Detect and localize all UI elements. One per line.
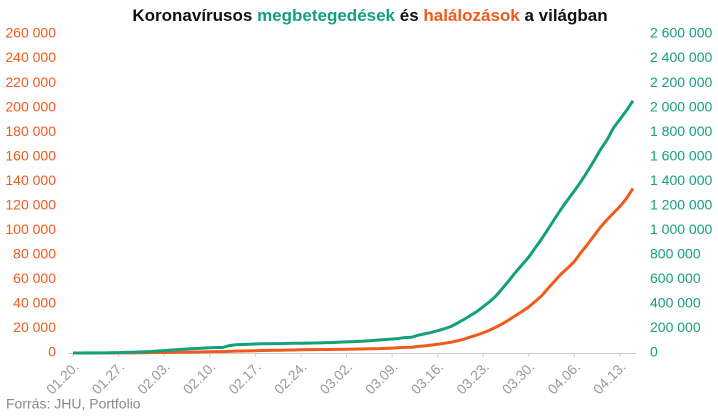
title-part: Koronavírusos (132, 6, 257, 25)
y2-tick-label: 2 600 000 (650, 25, 712, 41)
y-tick-label: 240 000 (5, 49, 56, 65)
y-tick-label: 220 000 (5, 74, 56, 90)
y-tick-label: 20 000 (13, 319, 56, 335)
y2-tick-label: 200 000 (650, 319, 701, 335)
source-note: Forrás: JHU, Portfolio (6, 396, 141, 412)
title-part: a világban (520, 6, 608, 25)
y2-tick-label: 1 200 000 (650, 196, 712, 212)
x-tick-label: 02.03. (134, 358, 173, 397)
y-tick-label: 180 000 (5, 123, 56, 139)
y-tick-label: 260 000 (5, 25, 56, 41)
x-tick-label: 03.09. (362, 358, 401, 397)
series-line (72, 99, 635, 355)
x-tick-label: 04.13. (590, 358, 629, 397)
y2-tick-label: 1 600 000 (650, 147, 712, 163)
y2-tick-label: 2 200 000 (650, 74, 712, 90)
y-tick-label: 60 000 (13, 270, 56, 286)
y2-tick-label: 1 800 000 (650, 123, 712, 139)
y-tick-label: 200 000 (5, 98, 56, 114)
y2-tick-label: 0 (650, 344, 658, 360)
title-part: megbetegedések (257, 6, 395, 25)
y2-tick-label: 1 000 000 (650, 221, 712, 237)
y-tick-label: 120 000 (5, 196, 56, 212)
title-part: és (395, 6, 423, 25)
x-tick-label: 03.30. (499, 358, 538, 397)
x-tick-label: 04.06. (544, 358, 583, 397)
y-tick-label: 140 000 (5, 172, 56, 188)
y2-tick-label: 600 000 (650, 270, 701, 286)
x-tick-label: 01.27. (88, 358, 127, 397)
x-tick-label: 01.20. (43, 358, 82, 397)
y2-tick-label: 800 000 (650, 246, 701, 262)
y2-tick-label: 2 000 000 (650, 98, 712, 114)
y-tick-label: 0 (48, 344, 56, 360)
x-tick-label: 03.16. (408, 358, 447, 397)
y-tick-label: 160 000 (5, 147, 56, 163)
y2-tick-label: 2 400 000 (650, 49, 712, 65)
chart-title: Koronavírusos megbetegedések és halálozá… (132, 6, 607, 25)
x-tick-label: 03.23. (453, 358, 492, 397)
y2-tick-label: 1 400 000 (650, 172, 712, 188)
y-tick-label: 40 000 (13, 295, 56, 311)
x-tick-label: 02.24. (271, 358, 310, 397)
y2-tick-label: 400 000 (650, 295, 701, 311)
x-tick-label: 03.02. (316, 358, 355, 397)
title-part: halálozások (423, 6, 520, 25)
x-tick-label: 02.10. (180, 358, 219, 397)
y-tick-label: 80 000 (13, 246, 56, 262)
series-line (73, 187, 635, 355)
y-tick-label: 100 000 (5, 221, 56, 237)
x-tick-label: 02.17. (225, 358, 264, 397)
